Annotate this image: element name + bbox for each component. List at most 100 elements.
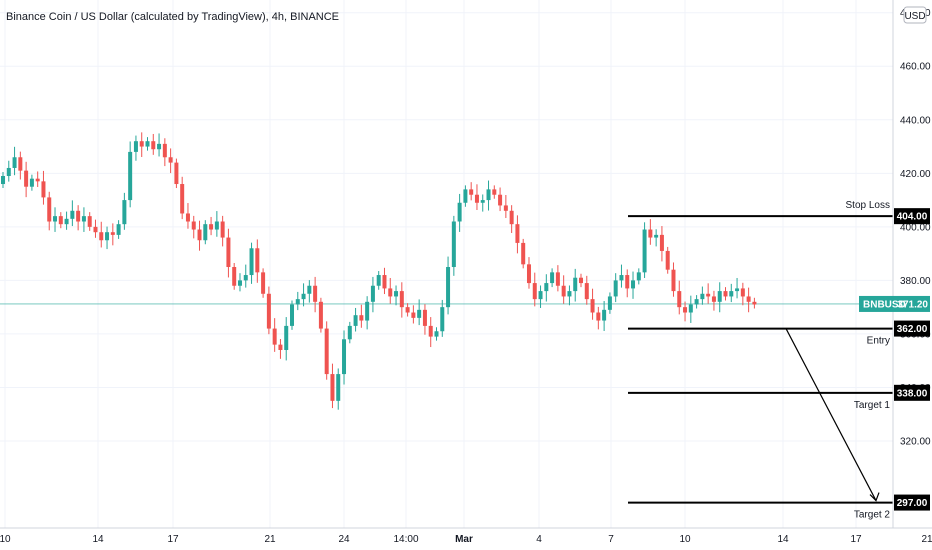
candle-body [417,309,422,318]
candle-body [266,293,271,329]
candle-body [284,325,289,350]
candle-body [555,272,560,286]
candle-body [665,250,670,270]
candle-body [278,344,283,350]
candle-body [584,283,589,300]
time-tick-label: 14:00 [393,534,418,545]
level-badge-value: 297.00 [897,498,928,509]
projection-arrowhead [869,492,880,502]
level-badge [894,208,930,225]
candle-body [157,143,162,150]
candle-body [700,293,705,300]
candle-body [694,299,699,305]
candle-body [752,301,757,305]
price-tick-label: 420.00 [900,169,931,180]
candle-body [301,293,306,300]
candle-body [35,178,40,182]
candle-body [347,325,352,340]
candle-body [729,291,734,297]
candle-body [93,226,98,233]
candle-body [139,141,144,147]
candle-body [370,285,375,302]
candle-body [434,331,439,337]
candle-body [180,184,185,214]
candle-body [342,339,347,375]
candle-body [480,200,485,203]
level-badge [894,320,930,337]
candle-body [99,232,104,241]
candle-body [596,312,601,321]
candle-body [636,272,641,281]
candle-body [619,275,624,281]
candle-body [87,216,92,227]
time-tick-label: 10 [679,534,691,545]
projection-arrow [785,328,880,502]
candle-body [688,304,693,313]
candle-body [162,143,167,158]
candle-body [382,275,387,289]
candle-body [509,210,514,225]
currency-label: USD [904,11,925,22]
candle-body [272,328,277,345]
time-tick-label: 10 [0,534,11,545]
candle-body [671,269,676,292]
level-label: Target 1 [854,400,891,411]
candle-body [457,202,462,222]
candle-body [579,277,583,284]
candle-body [174,162,179,185]
candle-body [64,218,69,225]
candle-body [515,224,520,243]
candle-body [18,157,23,171]
price-axis[interactable]: 320.00340.00360.00380.00400.00420.00440.… [900,8,931,447]
candle-body [12,157,17,168]
candle-body [440,307,445,332]
price-tick-label: 380.00 [900,276,931,287]
candle-body [521,242,526,265]
candle-body [573,277,578,292]
candle-body [613,280,618,297]
candle-body [642,229,647,273]
level-badge [894,494,930,511]
candle-body [203,224,208,241]
candle-body [353,315,358,326]
candle-body [209,224,214,230]
level-badge-value: 362.00 [897,324,928,335]
candle-body [255,248,260,273]
time-axis[interactable]: 10 14 17 21 24 14:00 Mar 4 7 10 14 17 21 [0,534,932,545]
candle-body [168,157,173,163]
candle-body [197,229,202,241]
candles-group [1,132,757,410]
trade-levels: Stop Loss Entry Target 1 Target 2 [628,200,893,521]
candle-body [237,280,242,286]
time-tick-label: 14 [777,534,789,545]
candle-body [122,200,127,225]
candle-body [261,272,266,294]
candle-body [249,248,254,276]
candle-body [76,210,81,222]
candle-body [735,288,740,292]
candle-body [226,237,231,268]
candle-body [683,307,688,313]
candle-body [232,267,237,286]
candle-body [492,189,497,195]
candle-body [70,210,75,219]
candle-body [330,374,335,401]
candle-body [365,301,370,321]
candle-body [324,328,329,375]
candle-body [243,275,248,281]
currency-button[interactable]: USD [903,6,927,24]
level-badge-value: 338.00 [897,388,928,399]
candle-body [41,181,46,198]
candle-body [428,325,433,337]
candle-body [191,221,196,230]
candle-body [29,178,34,187]
last-price-badge [859,295,930,312]
time-tick-label: 17 [167,534,179,545]
candle-body [474,194,479,203]
candle-body [58,216,63,225]
candle-body [290,304,294,326]
candle-body [607,296,612,310]
level-label: Target 2 [854,510,891,521]
